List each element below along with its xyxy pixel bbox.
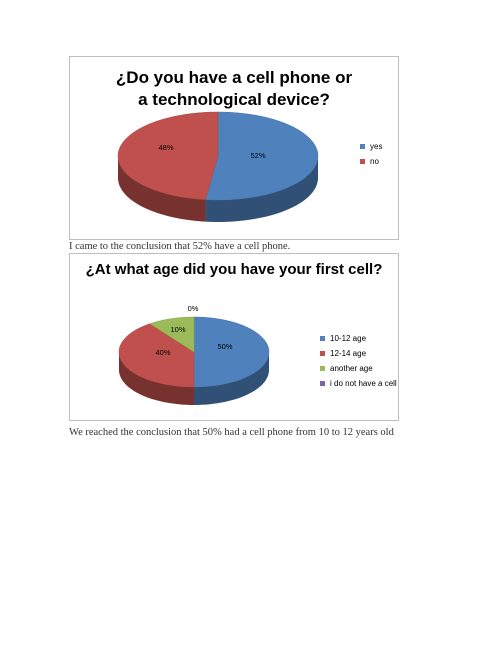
chart-2-slice-2 xyxy=(149,316,195,353)
chart-2-pie: 50% 40% 10% 0% xyxy=(118,304,270,405)
chart-2-frame: 50% 40% 10% 0% ¿At what age did you have yo… xyxy=(69,253,399,421)
legend-swatch-yes xyxy=(360,144,365,149)
legend-swatch-another xyxy=(320,366,325,371)
legend-item-12-14: 12-14 age xyxy=(320,346,397,361)
legend-swatch-10-12 xyxy=(320,336,325,341)
legend-swatch-12-14 xyxy=(320,351,325,356)
legend-swatch-no-cell xyxy=(320,381,325,386)
chart-2-slice-side-1 xyxy=(119,352,194,405)
legend-item-another: another age xyxy=(320,361,397,376)
legend-label-another: another age xyxy=(330,364,373,373)
chart-1-pie: 52% 48% xyxy=(117,111,319,222)
chart-2-slice-0 xyxy=(193,316,270,388)
chart-1-frame: 52% 48% ¿Do you have a cell phone or a te… xyxy=(69,56,399,240)
caption-1: I came to the conclusion that 52% have a… xyxy=(69,241,291,252)
legend-item-10-12: 10-12 age xyxy=(320,331,397,346)
chart-2-data-label-0: 50% xyxy=(217,342,232,351)
legend-label-12-14: 12-14 age xyxy=(330,349,367,358)
chart-2-data-label-2: 10% xyxy=(170,325,185,334)
chart-2-slice-1 xyxy=(118,323,195,388)
legend-item-no-cell: i do not have a cell xyxy=(320,376,397,391)
legend-item-no: no xyxy=(360,154,382,169)
chart-1-data-label-0: 52% xyxy=(250,151,265,160)
chart-1-slice-side-0 xyxy=(205,156,318,222)
chart-1-data-label-1: 48% xyxy=(158,143,173,152)
chart-1-legend: yes no xyxy=(360,139,382,169)
chart-2-slice-side-0 xyxy=(194,352,269,405)
chart-2-tops xyxy=(118,316,270,388)
legend-label-10-12: 10-12 age xyxy=(330,334,367,343)
legend-item-yes: yes xyxy=(360,139,382,154)
chart-2-title: ¿At what age did you have your first cel… xyxy=(85,261,383,278)
legend-label-no-cell: i do not have a cell xyxy=(330,379,397,388)
legend-label-no: no xyxy=(370,157,379,166)
chart-2-sides xyxy=(119,352,269,405)
chart-1-slice-side-1 xyxy=(118,156,206,222)
chart-2-legend: 10-12 age 12-14 age another age i do not… xyxy=(320,331,397,391)
caption-2: We reached the conclusion that 50% had a… xyxy=(69,427,394,438)
legend-label-yes: yes xyxy=(370,142,383,151)
chart-1-title: ¿Do you have a cell phone or a technolog… xyxy=(115,68,353,109)
chart-2-data-label-1: 40% xyxy=(155,348,170,357)
chart-2-data-label-3: 0% xyxy=(188,304,199,313)
chart-1-sides xyxy=(118,156,318,222)
legend-swatch-no xyxy=(360,159,365,164)
chart-1-slice-1 xyxy=(117,111,219,200)
chart-1-slice-0 xyxy=(205,111,319,201)
chart-1-tops xyxy=(117,111,319,201)
